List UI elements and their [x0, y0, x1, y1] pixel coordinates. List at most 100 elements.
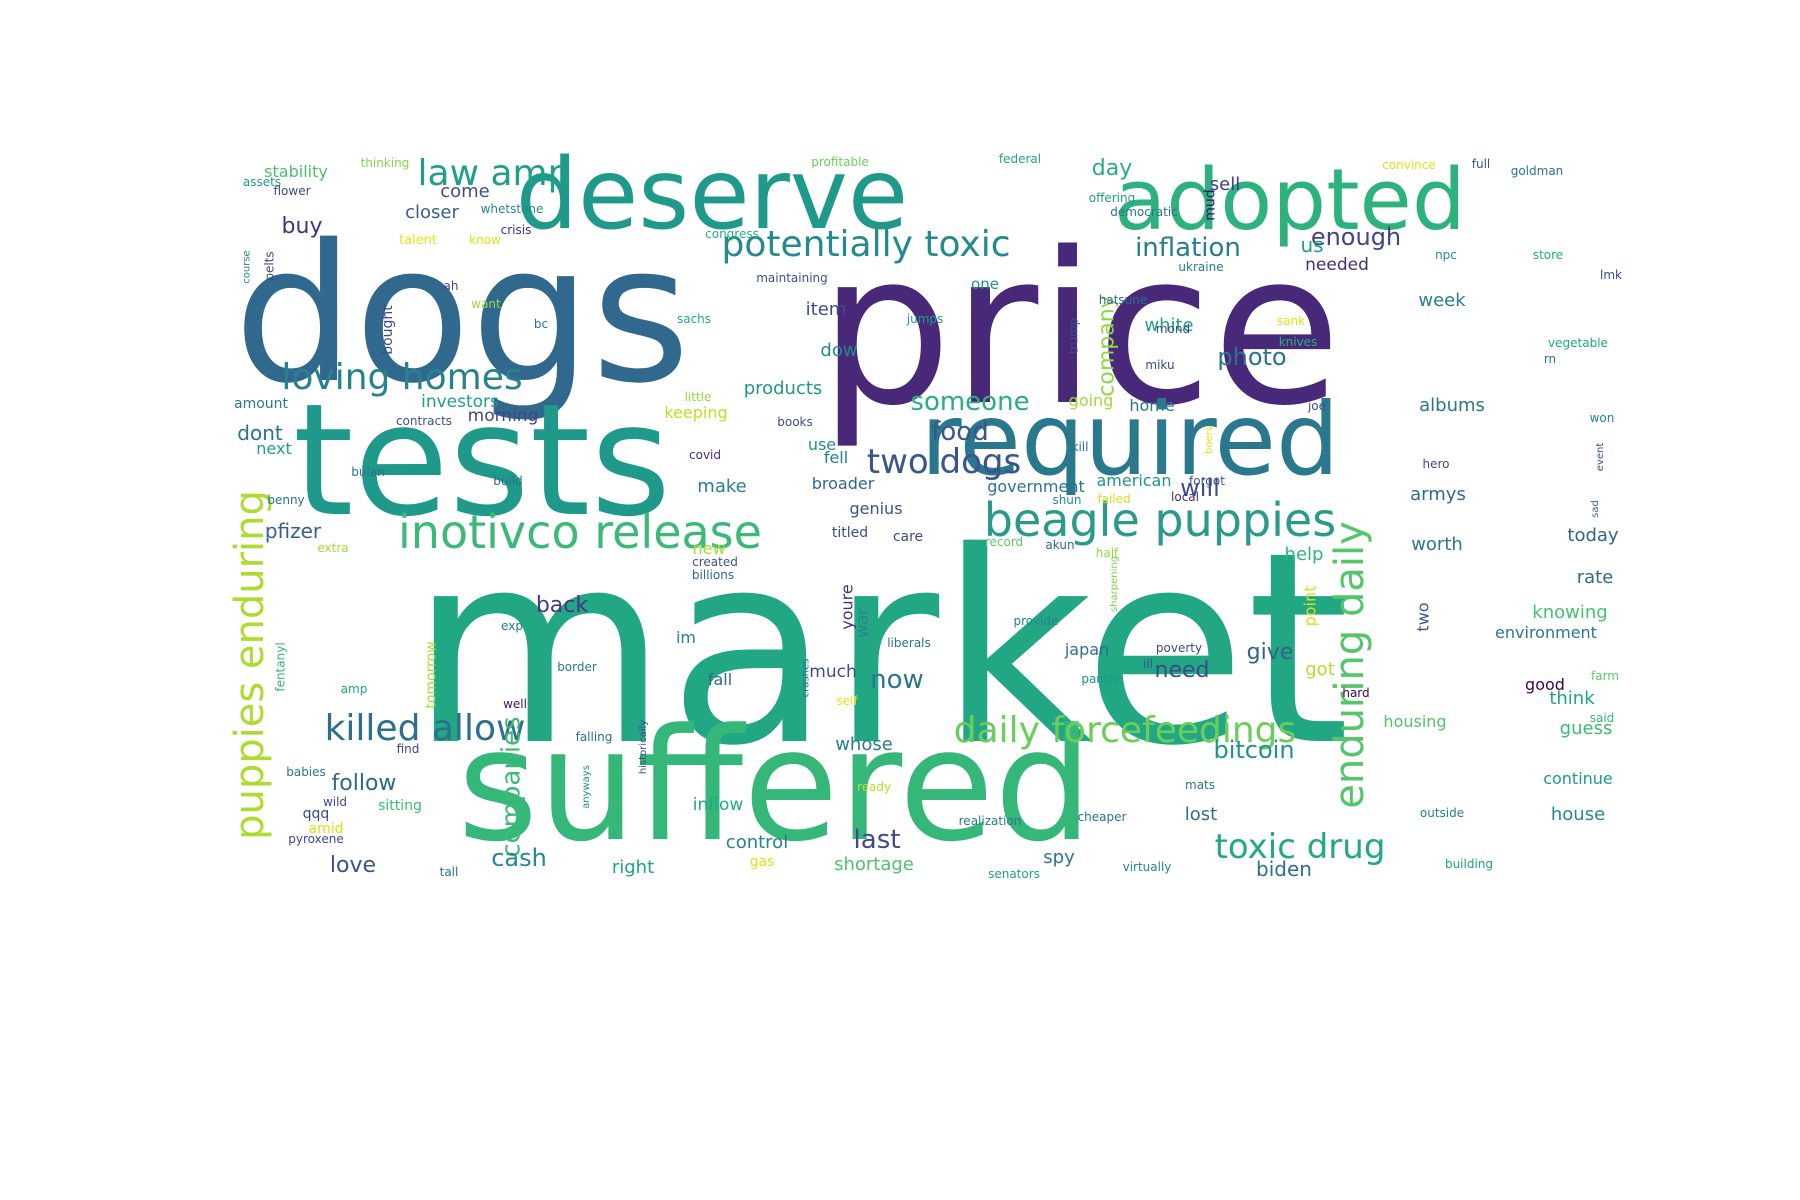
word: falling	[575, 730, 613, 744]
word: come	[440, 181, 490, 202]
word: rate	[1576, 567, 1614, 588]
word: government	[987, 477, 1085, 496]
word: shortage	[834, 854, 914, 875]
word: white	[1144, 315, 1194, 336]
word: farm	[1591, 669, 1619, 683]
word: hard	[1342, 686, 1370, 700]
word: border	[557, 660, 597, 674]
word: find	[396, 742, 420, 756]
word: last	[853, 825, 901, 855]
word: follow	[331, 771, 397, 796]
word: war	[853, 608, 872, 638]
word: toxic drug	[1214, 827, 1386, 867]
word: help	[1284, 544, 1324, 565]
word: point	[1300, 585, 1319, 627]
word: whose	[835, 734, 893, 755]
word: miku	[1145, 358, 1175, 372]
word: half	[1095, 546, 1119, 560]
word: amp	[340, 682, 368, 696]
word: will	[1180, 474, 1220, 502]
word: give	[1246, 640, 1294, 665]
word: flower	[273, 184, 311, 198]
word: inotivco release	[398, 505, 762, 559]
word: control	[725, 832, 789, 853]
word: tall	[439, 865, 459, 879]
word: sitting	[378, 798, 422, 814]
word: sank	[1276, 314, 1306, 328]
word: qqq	[302, 806, 330, 822]
word: benny	[267, 493, 305, 507]
word: killed allow	[324, 708, 526, 749]
word: bought	[379, 305, 396, 355]
word: deserve	[515, 138, 909, 252]
word: us	[1300, 233, 1324, 257]
word: adopted	[1114, 150, 1466, 250]
word: potentially toxic	[721, 224, 1011, 265]
word: poverty	[1155, 641, 1203, 655]
word: building	[1444, 857, 1494, 871]
word: wild	[322, 795, 348, 809]
word: realization	[958, 814, 1022, 828]
word: want	[471, 297, 501, 311]
word: im	[675, 628, 697, 647]
word: one	[971, 274, 999, 293]
word: much	[809, 661, 857, 682]
word: billions	[691, 568, 735, 582]
word: assets	[242, 175, 282, 189]
word: armys	[1410, 484, 1466, 505]
word: continue	[1543, 769, 1613, 788]
word: item	[805, 299, 847, 320]
word: american	[1096, 471, 1172, 490]
word: hero	[1422, 457, 1450, 471]
word: well	[503, 697, 527, 711]
word: dont	[237, 421, 283, 445]
word: record	[984, 535, 1024, 549]
word: inflow	[692, 794, 744, 815]
word: babies	[286, 765, 326, 779]
word: covid	[689, 448, 721, 462]
word: today	[1567, 525, 1619, 546]
word: biden	[1256, 857, 1312, 881]
word: going	[1068, 391, 1114, 410]
word: sachs	[676, 312, 712, 326]
word: liberals	[887, 636, 931, 650]
word: rn	[1543, 352, 1557, 366]
word: sad	[1590, 500, 1601, 518]
word: next	[256, 439, 292, 458]
word: broader	[811, 474, 875, 493]
word: price	[818, 207, 1342, 452]
word: photo	[1217, 343, 1287, 371]
word: hatsune	[1098, 293, 1148, 307]
word: need	[1154, 658, 1210, 683]
word: two dogs	[866, 442, 1022, 482]
word: sharpening	[1109, 555, 1120, 613]
word: failed	[1097, 492, 1131, 506]
word: goldman	[1510, 164, 1564, 178]
word: housing	[1383, 712, 1447, 731]
word: week	[1418, 290, 1466, 311]
word: vegetable	[1548, 336, 1608, 350]
word: required	[920, 381, 1340, 498]
word: mud	[1203, 189, 1219, 221]
word: albums	[1419, 395, 1485, 416]
word: new	[692, 539, 726, 558]
word: japan	[1064, 640, 1110, 659]
word: closer	[405, 202, 459, 223]
word: dow	[820, 340, 858, 361]
word: extra	[317, 541, 349, 555]
word: talent	[398, 232, 437, 248]
word: provide	[1013, 614, 1059, 628]
word: crisis	[500, 223, 532, 237]
word: guess	[1559, 718, 1613, 739]
word: enduring daily	[1327, 521, 1373, 809]
word: outside	[1419, 806, 1465, 820]
word: lost	[1184, 804, 1218, 825]
word: sell	[1209, 174, 1241, 195]
word: spy	[1043, 847, 1075, 868]
word: companies	[497, 716, 527, 858]
word: home	[1129, 396, 1175, 415]
word: anyways	[580, 765, 592, 809]
word: crashes	[800, 658, 811, 698]
word: won	[1589, 411, 1615, 425]
